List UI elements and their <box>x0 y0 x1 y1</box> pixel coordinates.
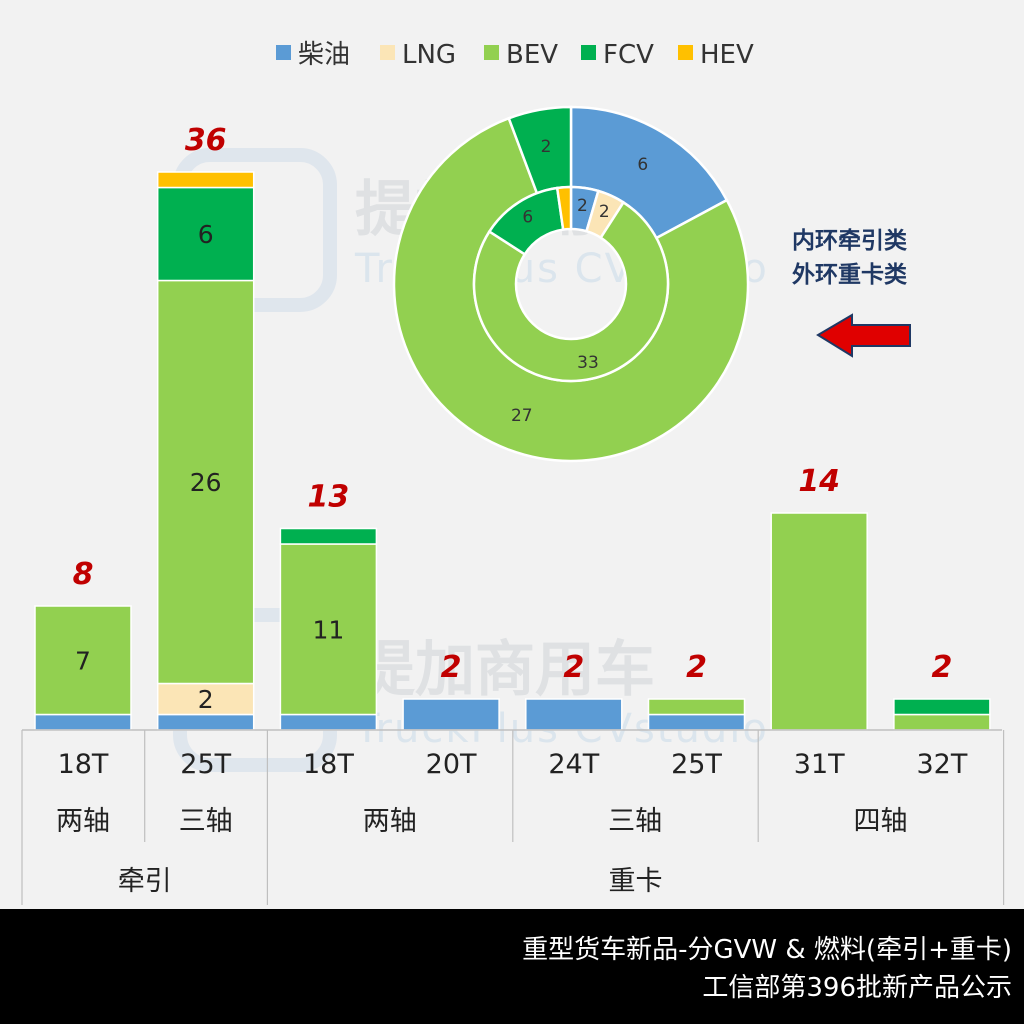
tick-label: 32T <box>916 749 967 780</box>
segment-label: 6 <box>198 220 214 249</box>
tick-label: 20T <box>426 749 477 780</box>
axle-group-label: 两轴 <box>363 806 417 837</box>
bar-segment-BEV-18T <box>34 605 132 716</box>
bar-segment-HEV-25T <box>156 171 255 189</box>
inner-ring-slice-label: 33 <box>577 353 599 373</box>
segment-label: 26 <box>190 468 222 497</box>
bar-segment-柴油-25T <box>156 713 255 731</box>
note-line-2: 外环重卡类 <box>792 261 907 288</box>
axle-group-label: 四轴 <box>854 806 908 837</box>
axle-group-label: 三轴 <box>608 806 662 837</box>
bar-segment-BEV-18T <box>279 543 378 716</box>
bar-segment-BEV-25T <box>647 698 746 716</box>
bar-segment-柴油-25T <box>647 713 746 731</box>
legend-label: HEV <box>700 40 754 70</box>
left-arrow-icon <box>816 313 911 358</box>
segment-label: 7 <box>75 646 91 675</box>
ring-note: 内环牵引类 外环重卡类 <box>792 228 911 358</box>
bar-segment-FCV-32T <box>893 698 991 716</box>
note-line-1: 内环牵引类 <box>792 228 907 254</box>
inner-ring-slice-HEV <box>555 185 573 231</box>
type-group-label: 重卡 <box>609 866 663 897</box>
total-label: 8 <box>73 557 94 592</box>
tick-label: 24T <box>548 749 599 780</box>
legend-label: FCV <box>603 40 654 70</box>
inner-ring-slice-label: 2 <box>599 202 610 222</box>
legend-label: 柴油 <box>298 40 350 70</box>
tick-label: 18T <box>58 749 109 780</box>
total-label: 36 <box>185 123 227 158</box>
segment-label: 2 <box>198 685 214 714</box>
axle-group-label: 两轴 <box>56 806 110 837</box>
footer-title: 重型货车新品-分GVW & 燃料(牵引+重卡) <box>522 935 1012 965</box>
legend-label: BEV <box>506 40 558 70</box>
tick-label: 25T <box>180 749 231 780</box>
bar-segment-柴油-24T <box>525 698 623 731</box>
legend-swatch-BEV <box>484 45 499 60</box>
total-label: 2 <box>686 650 707 685</box>
bar-segment-柴油-20T <box>402 698 500 731</box>
bar-segment-FCV-18T <box>279 527 378 545</box>
tick-label: 25T <box>671 749 722 780</box>
footer: 重型货车新品-分GVW & 燃料(牵引+重卡) 工信部第396批新产品公示 <box>0 909 1024 1024</box>
legend-swatch-LNG <box>380 45 395 60</box>
outer-ring-slice-label: 2 <box>541 137 552 157</box>
total-label: 2 <box>563 650 584 685</box>
outer-ring-slice-label: 6 <box>637 155 648 175</box>
watermark-text: 提加商用车 <box>355 635 655 705</box>
legend-swatch-FCV <box>581 45 596 60</box>
segment-label: 11 <box>312 615 344 644</box>
total-label: 2 <box>441 650 462 685</box>
footer-subtitle: 工信部第396批新产品公示 <box>702 973 1012 1003</box>
total-label: 14 <box>798 464 840 499</box>
tick-label: 18T <box>303 749 354 780</box>
bar-segment-柴油-18T <box>279 713 378 731</box>
axle-group-label: 三轴 <box>179 806 233 837</box>
inner-ring-slice-label: 2 <box>577 196 588 216</box>
inner-ring-slice-label: 6 <box>522 208 533 228</box>
legend: 柴油 LNG BEV FCV HEV <box>276 40 754 70</box>
bar-segment-柴油-18T <box>34 713 132 731</box>
type-group-label: 牵引 <box>118 866 172 897</box>
legend-swatch-HEV <box>678 45 693 60</box>
legend-swatch-柴油 <box>276 45 291 60</box>
total-label: 13 <box>308 480 350 515</box>
inner-ring-slice-BEV <box>472 200 670 383</box>
bar-segment-BEV-32T <box>893 713 991 731</box>
bar-segment-BEV-31T <box>770 512 868 731</box>
legend-label: LNG <box>402 40 456 70</box>
total-label: 2 <box>931 650 952 685</box>
bar-segment-FCV-25T <box>156 186 255 282</box>
tick-label: 31T <box>794 749 845 780</box>
outer-ring-slice-label: 27 <box>511 406 533 426</box>
